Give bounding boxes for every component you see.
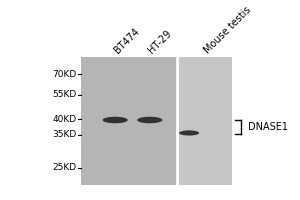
- Ellipse shape: [179, 130, 199, 136]
- Text: Mouse testis: Mouse testis: [202, 5, 253, 55]
- Text: HT-29: HT-29: [146, 28, 173, 55]
- Text: 40KD: 40KD: [52, 115, 77, 124]
- Ellipse shape: [103, 117, 128, 123]
- Ellipse shape: [137, 117, 162, 123]
- Text: BT474: BT474: [112, 26, 141, 55]
- Text: 35KD: 35KD: [52, 130, 77, 139]
- Text: 55KD: 55KD: [52, 90, 77, 99]
- Text: DNASE1: DNASE1: [248, 122, 288, 132]
- Bar: [81, 57, 177, 185]
- Text: 25KD: 25KD: [52, 163, 77, 172]
- Bar: [179, 57, 232, 185]
- Text: 70KD: 70KD: [52, 70, 77, 79]
